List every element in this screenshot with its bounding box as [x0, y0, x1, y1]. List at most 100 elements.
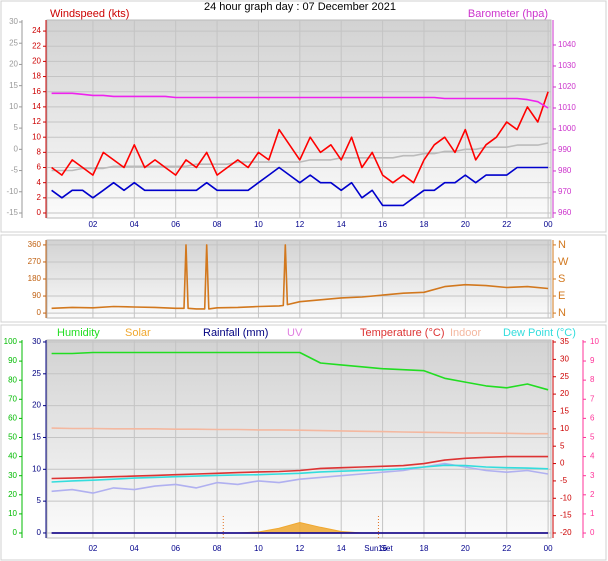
y-tick-label: 10	[32, 132, 41, 141]
y-tick-label: 180	[28, 274, 42, 283]
y-tick-label: -15	[560, 511, 572, 520]
y-tick-label: 30	[9, 17, 18, 26]
y-tick-label: 0	[13, 528, 18, 537]
y-tick-label: 0	[37, 528, 42, 537]
legend-label: UV	[287, 327, 303, 339]
y-tick-label: 10	[590, 337, 599, 346]
x-tick-label: 22	[502, 544, 511, 553]
x-tick-label: 12	[295, 220, 304, 229]
y-tick-label: 1	[590, 509, 595, 518]
legend-label: Dew Point (°C)	[503, 327, 576, 339]
y-tick-label: 970	[558, 187, 572, 196]
series-line	[51, 91, 549, 184]
y-tick-label: 25	[9, 38, 18, 47]
y-tick-label: 20	[32, 56, 41, 65]
x-tick-label: 06	[171, 220, 180, 229]
y-tick-label: 30	[32, 337, 41, 346]
y-tick-label: 0	[590, 528, 595, 537]
y-tick-label: 10	[32, 464, 41, 473]
y-tick-label: 9	[590, 356, 595, 365]
y-tick-label: -20	[560, 528, 572, 537]
y-tick-label: 8	[37, 147, 42, 156]
x-tick-label: 14	[337, 220, 346, 229]
y-tick-label: 5	[14, 123, 19, 132]
x-tick-label: 16	[378, 220, 387, 229]
y-tick-label: 25	[560, 372, 569, 381]
legend-label: Temperature (°C)	[360, 327, 444, 339]
series-line	[51, 244, 549, 310]
y2-axis-title: Barometer (hpa)	[468, 8, 548, 20]
series-line	[51, 142, 549, 172]
x-tick-label: 04	[130, 220, 139, 229]
y-tick-label: N	[558, 307, 566, 319]
series-line	[51, 464, 549, 483]
x-tick-label: 08	[213, 544, 222, 553]
y-tick-label: 3	[590, 471, 595, 480]
x-tick-label: 22	[502, 220, 511, 229]
x-tick-label: 14	[337, 544, 346, 553]
x-tick-label: 02	[88, 544, 97, 553]
y-tick-label: 40	[8, 452, 17, 461]
x-tick-label: 20	[461, 220, 470, 229]
y-tick-label: 20	[32, 401, 41, 410]
x-tick-label: 18	[420, 544, 429, 553]
y-tick-label: 30	[560, 354, 569, 363]
y-tick-label: 960	[558, 208, 572, 217]
legend-label: Humidity	[57, 327, 100, 339]
y-tick-label: 12	[32, 117, 41, 126]
x-tick-label: 20	[461, 544, 470, 553]
y-tick-label: 6	[37, 163, 42, 172]
legend-label: Rainfall (mm)	[203, 327, 268, 339]
y-tick-label: -10	[560, 493, 572, 502]
y-tick-label: 20	[9, 60, 18, 69]
y-tick-label: -10	[6, 187, 18, 196]
y-tick-label: 1010	[558, 103, 576, 112]
y-tick-label: S	[558, 273, 565, 285]
y-tick-label: 24	[32, 26, 41, 35]
y-tick-label: 2	[37, 193, 42, 202]
y-tick-label: 0	[37, 208, 42, 217]
y-tick-label: 60	[8, 414, 17, 423]
y-tick-label: 270	[28, 257, 42, 266]
y-tick-label: 5	[37, 496, 42, 505]
chart-title: 24 hour graph day : 07 December 2021	[204, 1, 396, 13]
y-tick-label: -5	[11, 166, 19, 175]
panel-border	[0, 324, 607, 561]
y-tick-label: W	[558, 256, 569, 268]
x-tick-label: 02	[88, 220, 97, 229]
x-tick-label: 18	[420, 220, 429, 229]
x-tick-label: 04	[130, 544, 139, 553]
panel-border	[0, 0, 607, 233]
y-tick-label: -15	[6, 208, 18, 217]
y-tick-label: 15	[32, 433, 41, 442]
y-tick-label: 1040	[558, 40, 576, 49]
y-tick-label: 10	[560, 424, 569, 433]
y-tick-label: 50	[8, 433, 17, 442]
y-tick-label: 1020	[558, 82, 576, 91]
series-line	[51, 92, 549, 109]
y-tick-label: 22	[32, 41, 41, 50]
y-tick-label: 15	[560, 407, 569, 416]
y-tick-label: -5	[560, 476, 568, 485]
y-tick-label: 0	[14, 144, 19, 153]
y-tick-label: 8	[590, 375, 595, 384]
x-tick-label: 08	[213, 220, 222, 229]
y-tick-label: N	[558, 239, 566, 251]
y-tick-label: 4	[37, 178, 42, 187]
y-tick-label: 6	[590, 413, 595, 422]
x-tick-label: 10	[254, 544, 263, 553]
y-tick-label: 70	[8, 394, 17, 403]
x-tick-label: 10	[254, 220, 263, 229]
y-tick-label: 5	[590, 433, 595, 442]
y-tick-label: 25	[32, 369, 41, 378]
x-tick-label: 00	[544, 220, 553, 229]
y-tick-label: 7	[590, 394, 595, 403]
series-line	[51, 462, 549, 494]
y-tick-label: E	[558, 290, 565, 302]
x-tick-label: 00	[544, 544, 553, 553]
y-tick-label: 16	[32, 87, 41, 96]
y-tick-label: 980	[558, 166, 572, 175]
y-tick-label: 10	[8, 509, 17, 518]
sunset-label: Sun Set	[364, 544, 393, 553]
